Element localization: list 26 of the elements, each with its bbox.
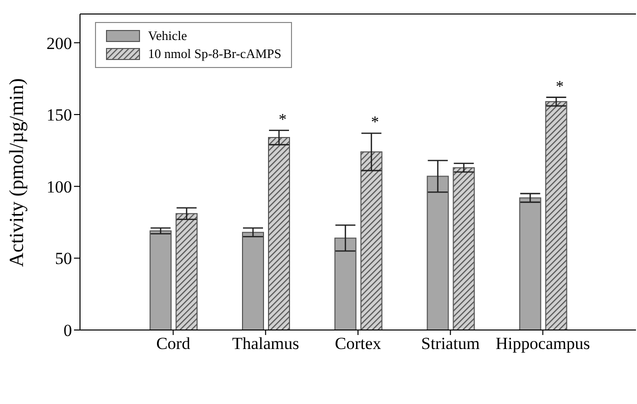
bar <box>452 167 475 330</box>
bar <box>519 197 542 330</box>
x-tick-label: Striatum <box>421 334 480 354</box>
legend-label: 10 nmol Sp-8-Br-cAMPS <box>148 45 282 63</box>
annotation: * <box>371 114 379 132</box>
y-tick-label: 100 <box>46 177 72 196</box>
x-tick-label: Hippocampus <box>496 334 590 354</box>
y-tick-label: 50 <box>55 249 72 268</box>
bar <box>150 230 172 330</box>
y-axis-title: Activity (pmol/µg/min) <box>6 78 28 267</box>
x-tick-label: Thalamus <box>232 334 300 354</box>
bar <box>360 151 382 330</box>
annotation: * <box>556 78 564 96</box>
legend-label: Vehicle <box>148 27 187 45</box>
bar <box>242 232 264 330</box>
y-tick-label: 200 <box>46 34 72 53</box>
annotation: * <box>278 111 287 128</box>
bar <box>426 176 449 330</box>
bar <box>545 101 568 330</box>
y-tick-label: 150 <box>46 106 72 125</box>
y-tick-label: 0 <box>64 321 72 340</box>
x-tick-label: Cord <box>156 334 191 354</box>
bar <box>268 137 290 330</box>
bar <box>334 238 356 330</box>
x-tick-label: Cortex <box>334 334 382 354</box>
bar <box>176 213 198 330</box>
